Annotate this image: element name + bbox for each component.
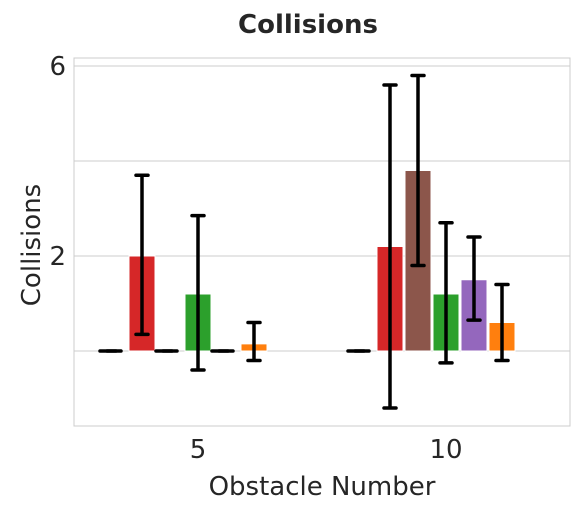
y-axis-label: Collisions — [17, 184, 47, 306]
x-tick-label: 10 — [429, 435, 462, 465]
x-tick-label: 5 — [190, 435, 207, 465]
y-tick-label: 2 — [49, 242, 66, 272]
bars — [98, 73, 516, 410]
x-axis-label: Obstacle Number — [209, 472, 436, 502]
y-tick-label: 6 — [49, 52, 66, 82]
chart-title: Collisions — [238, 10, 378, 40]
plot-area-frame — [73, 57, 571, 427]
tick-labels: 2 6 5 10 — [49, 52, 462, 465]
